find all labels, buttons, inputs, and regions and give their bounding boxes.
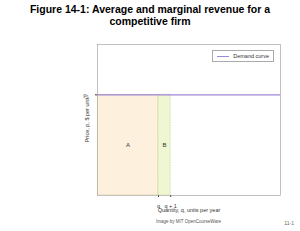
svg-text:B: B (163, 142, 167, 148)
html-text:11-1: 11-1 (284, 220, 294, 226)
html-text:Image by MIT OpenCourseWare: Image by MIT OpenCourseWare (156, 219, 221, 224)
svg-text:Price, p, $ per unit: Price, p, $ per unit (84, 97, 90, 142)
svg-text:p₁: p₁ (84, 92, 89, 98)
html-text:Figure 14-1: Average and margi: Figure 14-1: Average and marginal revenu… (29, 3, 271, 27)
svg-text:Quantity, q, units per year: Quantity, q, units per year (158, 207, 221, 213)
html-text:Demand curve: Demand curve (233, 53, 269, 59)
svg-text:A: A (126, 142, 130, 148)
